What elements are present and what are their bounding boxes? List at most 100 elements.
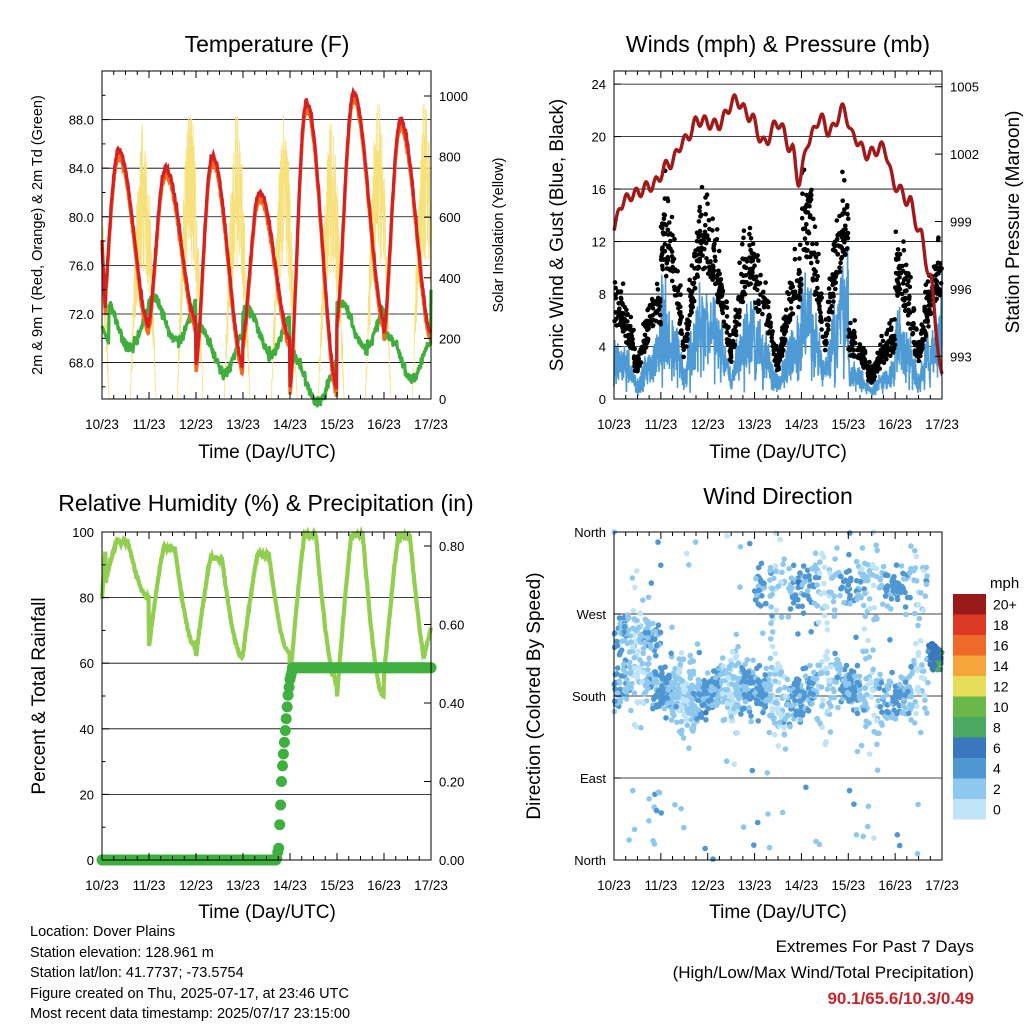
winds-ylabel-right: Station Pressure (Maroon): [1003, 111, 1024, 334]
direction-point: [719, 655, 726, 661]
direction-point: [703, 717, 709, 723]
gust-point: [661, 216, 667, 222]
gust-point: [846, 346, 851, 352]
direction-point: [690, 690, 697, 697]
gust-point: [707, 226, 712, 232]
direction-point: [746, 705, 752, 711]
gust-point: [659, 263, 665, 269]
direction-point: [630, 787, 636, 794]
legend-title: mph: [990, 575, 1019, 592]
gust-point: [819, 295, 824, 301]
gust-point: [724, 305, 730, 311]
gust-point: [774, 367, 780, 373]
gust-point: [825, 322, 830, 328]
winds-ylabel-left: Sonic Wind & Gust (Blue, Black): [547, 99, 568, 371]
direction-point: [862, 613, 868, 620]
gust-point: [703, 195, 708, 200]
gust-point: [758, 272, 763, 278]
direction-point: [642, 682, 649, 689]
gust-point: [669, 278, 675, 284]
direction-point: [812, 550, 819, 557]
direction-point: [674, 719, 680, 726]
extremes-box: Extremes For Past 7 Days (High/Low/Max W…: [673, 934, 974, 1012]
direction-point: [746, 690, 753, 697]
direction-point: [768, 604, 774, 610]
direction-point: [894, 588, 900, 595]
direction-point: [767, 692, 774, 699]
direction-point: [912, 565, 919, 571]
direction-point: [624, 676, 630, 683]
direction-point: [655, 622, 662, 628]
gust-point: [710, 216, 715, 221]
direction-point: [799, 582, 805, 588]
gust-point: [837, 265, 842, 270]
temperature-plot: [100, 86, 433, 408]
gust-point: [802, 205, 807, 211]
precip-point: [280, 713, 292, 725]
direction-point: [831, 593, 838, 600]
gust-point: [733, 324, 738, 330]
direction-point: [658, 690, 665, 697]
direction-point: [874, 741, 880, 748]
gust-point: [674, 292, 680, 298]
gust-point: [764, 322, 769, 327]
direction-point: [670, 670, 676, 677]
gust-point: [693, 253, 698, 258]
direction-point: [762, 704, 769, 710]
gust-point: [825, 299, 831, 305]
direction-point: [692, 539, 699, 545]
direction-point: [724, 686, 730, 693]
direction-point: [863, 723, 869, 730]
precip-y-label: 0.40: [439, 696, 464, 711]
gust-point: [742, 264, 747, 270]
direction-point: [831, 613, 838, 620]
gust-point: [727, 333, 733, 338]
solar-y-label: 800: [439, 150, 461, 165]
direction-point: [771, 575, 777, 582]
direction-point: [766, 844, 773, 851]
gust-point: [750, 273, 755, 279]
info-location: Location: Dover Plains: [30, 924, 176, 940]
gust-point: [933, 272, 939, 278]
gust-point: [769, 330, 775, 335]
gust-point: [817, 307, 822, 312]
gust-point: [814, 277, 819, 283]
direction-point: [936, 660, 943, 667]
direction-point: [631, 665, 638, 671]
gust-point: [787, 317, 793, 323]
direction-point: [874, 547, 880, 554]
direction-point: [630, 643, 636, 650]
direction-title: Wind Direction: [703, 483, 853, 509]
direction-point: [655, 539, 661, 545]
direction-point: [704, 690, 710, 697]
direction-point: [871, 835, 877, 841]
gust-point: [902, 304, 908, 309]
direction-point: [905, 710, 912, 717]
gust-point: [752, 263, 757, 269]
direction-point: [708, 687, 714, 694]
direction-point: [800, 665, 806, 672]
precip-point: [275, 799, 287, 811]
gust-point: [863, 359, 868, 365]
direction-point: [874, 730, 881, 737]
gust-point: [896, 265, 901, 271]
rh-y-label: 80: [80, 591, 94, 606]
direction-point: [729, 695, 735, 701]
direction-point: [899, 675, 906, 682]
gust-point: [824, 341, 829, 347]
direction-point: [844, 690, 851, 696]
dir-y-label: North: [574, 525, 606, 540]
direction-point: [870, 666, 876, 673]
rh-y-label: 20: [80, 787, 94, 802]
direction-point: [834, 656, 840, 663]
gust-point: [880, 351, 886, 356]
direction-point: [774, 700, 780, 706]
gust-point: [687, 277, 692, 283]
gust-point: [645, 307, 650, 313]
direction-point: [833, 679, 839, 685]
gust-point: [912, 350, 918, 356]
gust-point: [831, 276, 837, 282]
direction-point: [845, 680, 852, 687]
wind-y-label: 16: [592, 182, 606, 197]
gust-point: [619, 299, 624, 305]
